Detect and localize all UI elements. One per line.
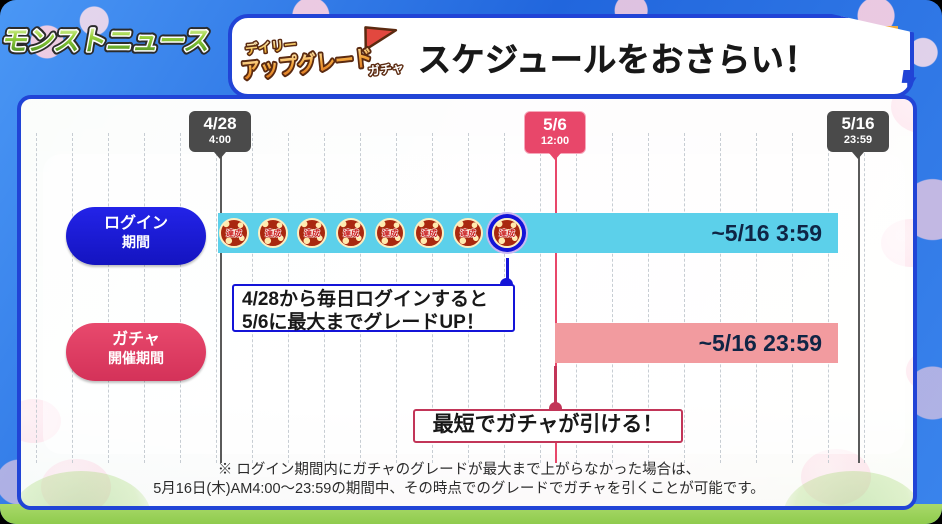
svg-text:モンストニュース: モンストニュース bbox=[2, 25, 213, 56]
